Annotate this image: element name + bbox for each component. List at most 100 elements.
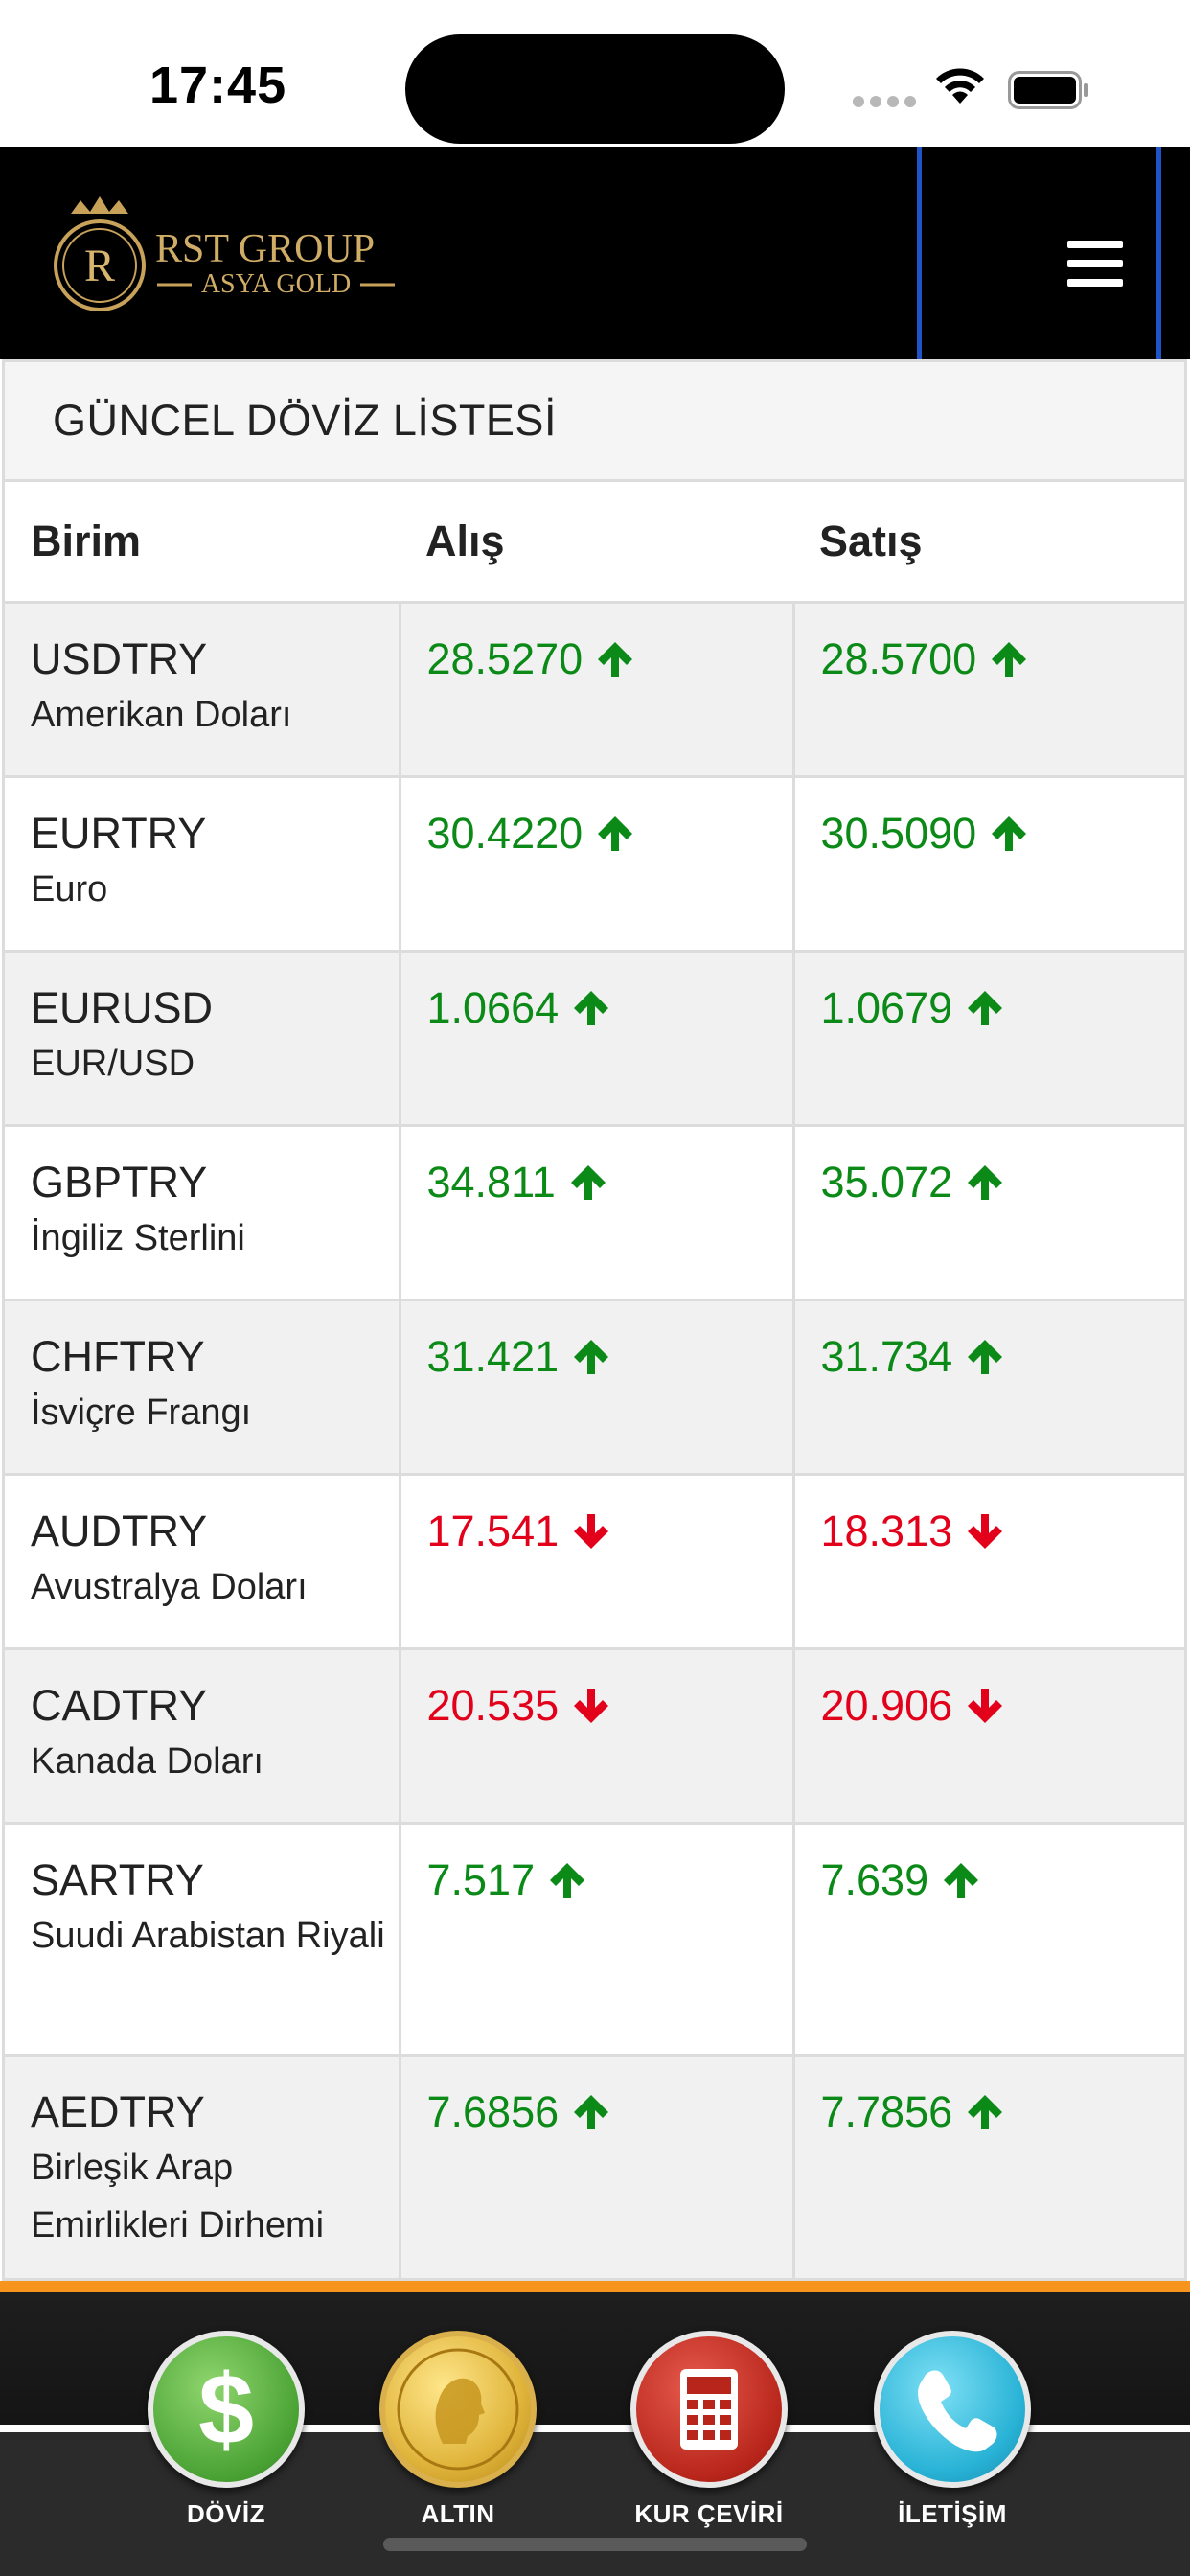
unit-cell: CHFTRY İsviçre Frangı <box>5 1300 401 1476</box>
currency-name: Kanada Doları <box>31 1740 263 1782</box>
unit-cell: EURUSD EUR/USD <box>5 951 401 1127</box>
buy-cell: 17.541 <box>400 1474 795 1650</box>
buy-value: 7.6856 <box>426 2086 560 2136</box>
table-row: AEDTRY Birleşik Arap Emirlikleri Dirhemi 7… <box>5 2055 1184 2281</box>
table-row: SARTRY Suudi Arabistan Riyali 7.517 7.639 <box>5 1823 1184 2057</box>
column-header-buy: Alış <box>400 482 793 604</box>
calculator-icon <box>630 2331 788 2488</box>
buy-value: 34.811 <box>426 1157 556 1207</box>
currency-name: Suudi Arabistan Riyali <box>31 1915 385 1956</box>
arrow-up-icon <box>550 1862 585 1898</box>
unit-cell: AEDTRY Birleşik Arap Emirlikleri Dirhemi <box>5 2055 401 2281</box>
buy-cell: 34.811 <box>400 1125 795 1301</box>
buy-value: 20.535 <box>426 1680 560 1730</box>
svg-text:R: R <box>84 241 115 291</box>
status-time: 17:45 <box>149 57 287 114</box>
sell-value: 20.906 <box>820 1680 953 1730</box>
currency-table: Birim Alış Satış USDTRY Amerikan Doları 28… <box>5 482 1184 2281</box>
currency-code: USDTRY <box>31 633 208 683</box>
nav-label-doviz: DÖVİZ <box>187 2499 265 2528</box>
nav-item-doviz[interactable]: $ DÖVİZ <box>142 2331 310 2529</box>
gold-coin-icon <box>379 2331 537 2488</box>
sell-value: 18.313 <box>820 1506 953 1555</box>
currency-name: İngiliz Sterlini <box>31 1217 245 1258</box>
sell-value: 31.734 <box>820 1331 953 1381</box>
arrow-up-icon <box>574 2094 609 2129</box>
nav-item-altin[interactable]: ALTIN <box>374 2331 542 2529</box>
buy-value: 7.517 <box>426 1854 536 1904</box>
buy-value: 30.4220 <box>426 808 584 858</box>
sell-value: 35.072 <box>820 1157 953 1207</box>
nav-label-altin: ALTIN <box>421 2499 495 2528</box>
currency-code: CHFTRY <box>31 1331 205 1381</box>
arrow-up-icon <box>968 1339 1003 1374</box>
nav-item-kur-ceviri[interactable]: KUR ÇEVİRİ <box>625 2331 793 2529</box>
sell-cell: 7.639 <box>793 1823 1184 2057</box>
dollar-icon: $ <box>148 2331 305 2488</box>
table-row: GBPTRY İngiliz Sterlini 34.811 35.072 <box>5 1125 1184 1301</box>
panel-title: GÜNCEL DÖVİZ LİSTESİ <box>53 396 557 445</box>
sell-cell: 20.906 <box>793 1648 1184 1825</box>
table-row: CHFTRY İsviçre Frangı 31.421 31.734 <box>5 1300 1184 1476</box>
column-header-unit: Birim <box>5 482 400 604</box>
sell-value: 7.7856 <box>820 2086 953 2136</box>
currency-name: İsviçre Frangı <box>31 1392 252 1433</box>
arrow-up-icon <box>992 816 1027 851</box>
sell-cell: 31.734 <box>793 1300 1184 1476</box>
sell-value: 28.5700 <box>820 633 977 683</box>
table-row: EURTRY Euro 30.4220 30.5090 <box>5 776 1184 953</box>
arrow-up-icon <box>944 1862 979 1898</box>
status-bar: 17:45 <box>0 0 1190 147</box>
hamburger-icon <box>1067 241 1123 287</box>
buy-cell: 31.421 <box>400 1300 795 1476</box>
currency-name: Birleşik Arap Emirlikleri Dirhemi <box>31 2147 325 2245</box>
sell-cell: 7.7856 <box>793 2055 1184 2281</box>
menu-button[interactable] <box>917 147 1161 365</box>
bottom-nav: $ DÖVİZ ALTIN KUR ÇEVİRİ <box>0 2292 1190 2576</box>
sell-value: 30.5090 <box>820 808 977 858</box>
buy-value: 1.0664 <box>426 982 560 1032</box>
buy-cell: 30.4220 <box>400 776 795 953</box>
arrow-up-icon <box>574 1339 609 1374</box>
cellular-signal-icon <box>853 96 916 107</box>
panel-header: GÜNCEL DÖVİZ LİSTESİ <box>5 362 1184 482</box>
nav-item-iletisim[interactable]: İLETİŞİM <box>868 2331 1037 2529</box>
unit-cell: CADTRY Kanada Doları <box>5 1648 401 1825</box>
table-row: USDTRY Amerikan Doları 28.5270 28.5700 <box>5 602 1184 778</box>
buy-cell: 28.5270 <box>400 602 795 778</box>
arrow-down-icon <box>968 1688 1003 1723</box>
rst-group-logo[interactable]: R RST GROUP ASYA GOLD <box>42 193 406 319</box>
column-header-sell: Satış <box>793 482 1184 604</box>
unit-cell: AUDTRY Avustralya Doları <box>5 1474 401 1650</box>
battery-icon <box>1008 71 1088 109</box>
phone-icon <box>874 2331 1031 2488</box>
unit-cell: SARTRY Suudi Arabistan Riyali <box>5 1823 401 2057</box>
currency-code: GBPTRY <box>31 1157 208 1207</box>
sell-cell: 28.5700 <box>793 602 1184 778</box>
currency-name: Amerikan Doları <box>31 694 292 735</box>
buy-value: 28.5270 <box>426 633 584 683</box>
sell-value: 7.639 <box>820 1854 929 1904</box>
arrow-down-icon <box>968 1513 1003 1549</box>
unit-cell: EURTRY Euro <box>5 776 401 953</box>
unit-cell: GBPTRY İngiliz Sterlini <box>5 1125 401 1301</box>
currency-name: EUR/USD <box>31 1043 195 1084</box>
table-row: EURUSD EUR/USD 1.0664 1.0679 <box>5 951 1184 1127</box>
buy-cell: 7.517 <box>400 1823 795 2057</box>
currency-code: SARTRY <box>31 1854 204 1904</box>
buy-cell: 20.535 <box>400 1648 795 1825</box>
table-row: CADTRY Kanada Doları 20.535 20.906 <box>5 1648 1184 1825</box>
currency-code: AEDTRY <box>31 2086 205 2136</box>
unit-cell: USDTRY Amerikan Doları <box>5 602 401 778</box>
sell-cell: 18.313 <box>793 1474 1184 1650</box>
currency-code: CADTRY <box>31 1680 208 1730</box>
dynamic-island <box>405 34 785 144</box>
currency-name: Euro <box>31 868 108 909</box>
svg-text:ASYA GOLD: ASYA GOLD <box>201 269 351 299</box>
sell-value: 1.0679 <box>820 982 953 1032</box>
sell-cell: 1.0679 <box>793 951 1184 1127</box>
arrow-up-icon <box>570 1164 606 1200</box>
arrow-down-icon <box>574 1688 609 1723</box>
arrow-up-icon <box>598 641 633 677</box>
arrow-up-icon <box>968 990 1003 1025</box>
